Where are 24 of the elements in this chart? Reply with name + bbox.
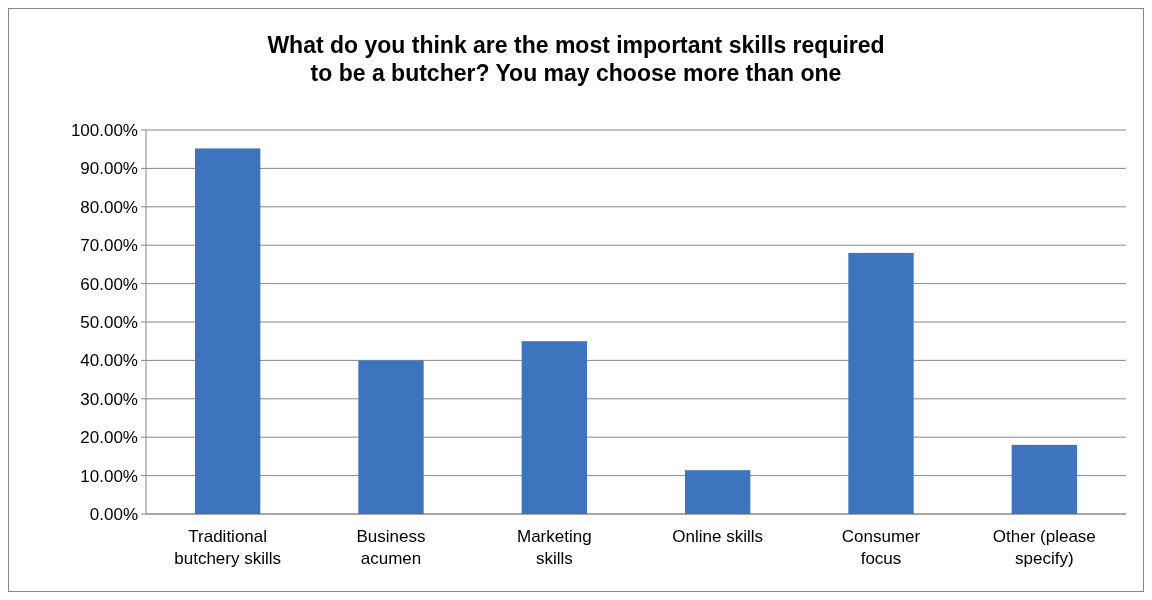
x-tick-label: Other (please specify): [992, 527, 1096, 568]
chart-title: What do you think are the most important skills required to be a butcher? You may choose more than one: [267, 32, 885, 86]
bar: [521, 341, 587, 514]
x-tick-label: Consumer focus: [841, 527, 921, 568]
y-tick-label: 0.00%: [89, 504, 138, 524]
x-tick-label: Traditional butchery skills: [174, 527, 282, 568]
y-tick-label: 90.00%: [80, 159, 138, 179]
y-tick-label: 10.00%: [80, 466, 138, 486]
bar: [195, 148, 261, 514]
bar: [685, 470, 751, 514]
x-tick-label: Business acumen: [356, 527, 426, 568]
y-tick-label: 80.00%: [80, 197, 138, 217]
bar: [848, 252, 914, 514]
x-tick-label: Marketing skills: [517, 527, 592, 568]
y-tick-label: 40.00%: [80, 351, 138, 371]
x-tick-label: Online skills: [672, 527, 764, 546]
bar: [358, 360, 424, 514]
y-tick-label: 20.00%: [80, 428, 138, 448]
y-tick-label: 70.00%: [80, 236, 138, 256]
y-tick-label: 60.00%: [80, 274, 138, 294]
y-tick-label: 30.00%: [80, 389, 138, 409]
bar: [1011, 444, 1077, 514]
y-tick-label: 100.00%: [70, 120, 138, 140]
y-tick-label: 50.00%: [80, 312, 138, 332]
